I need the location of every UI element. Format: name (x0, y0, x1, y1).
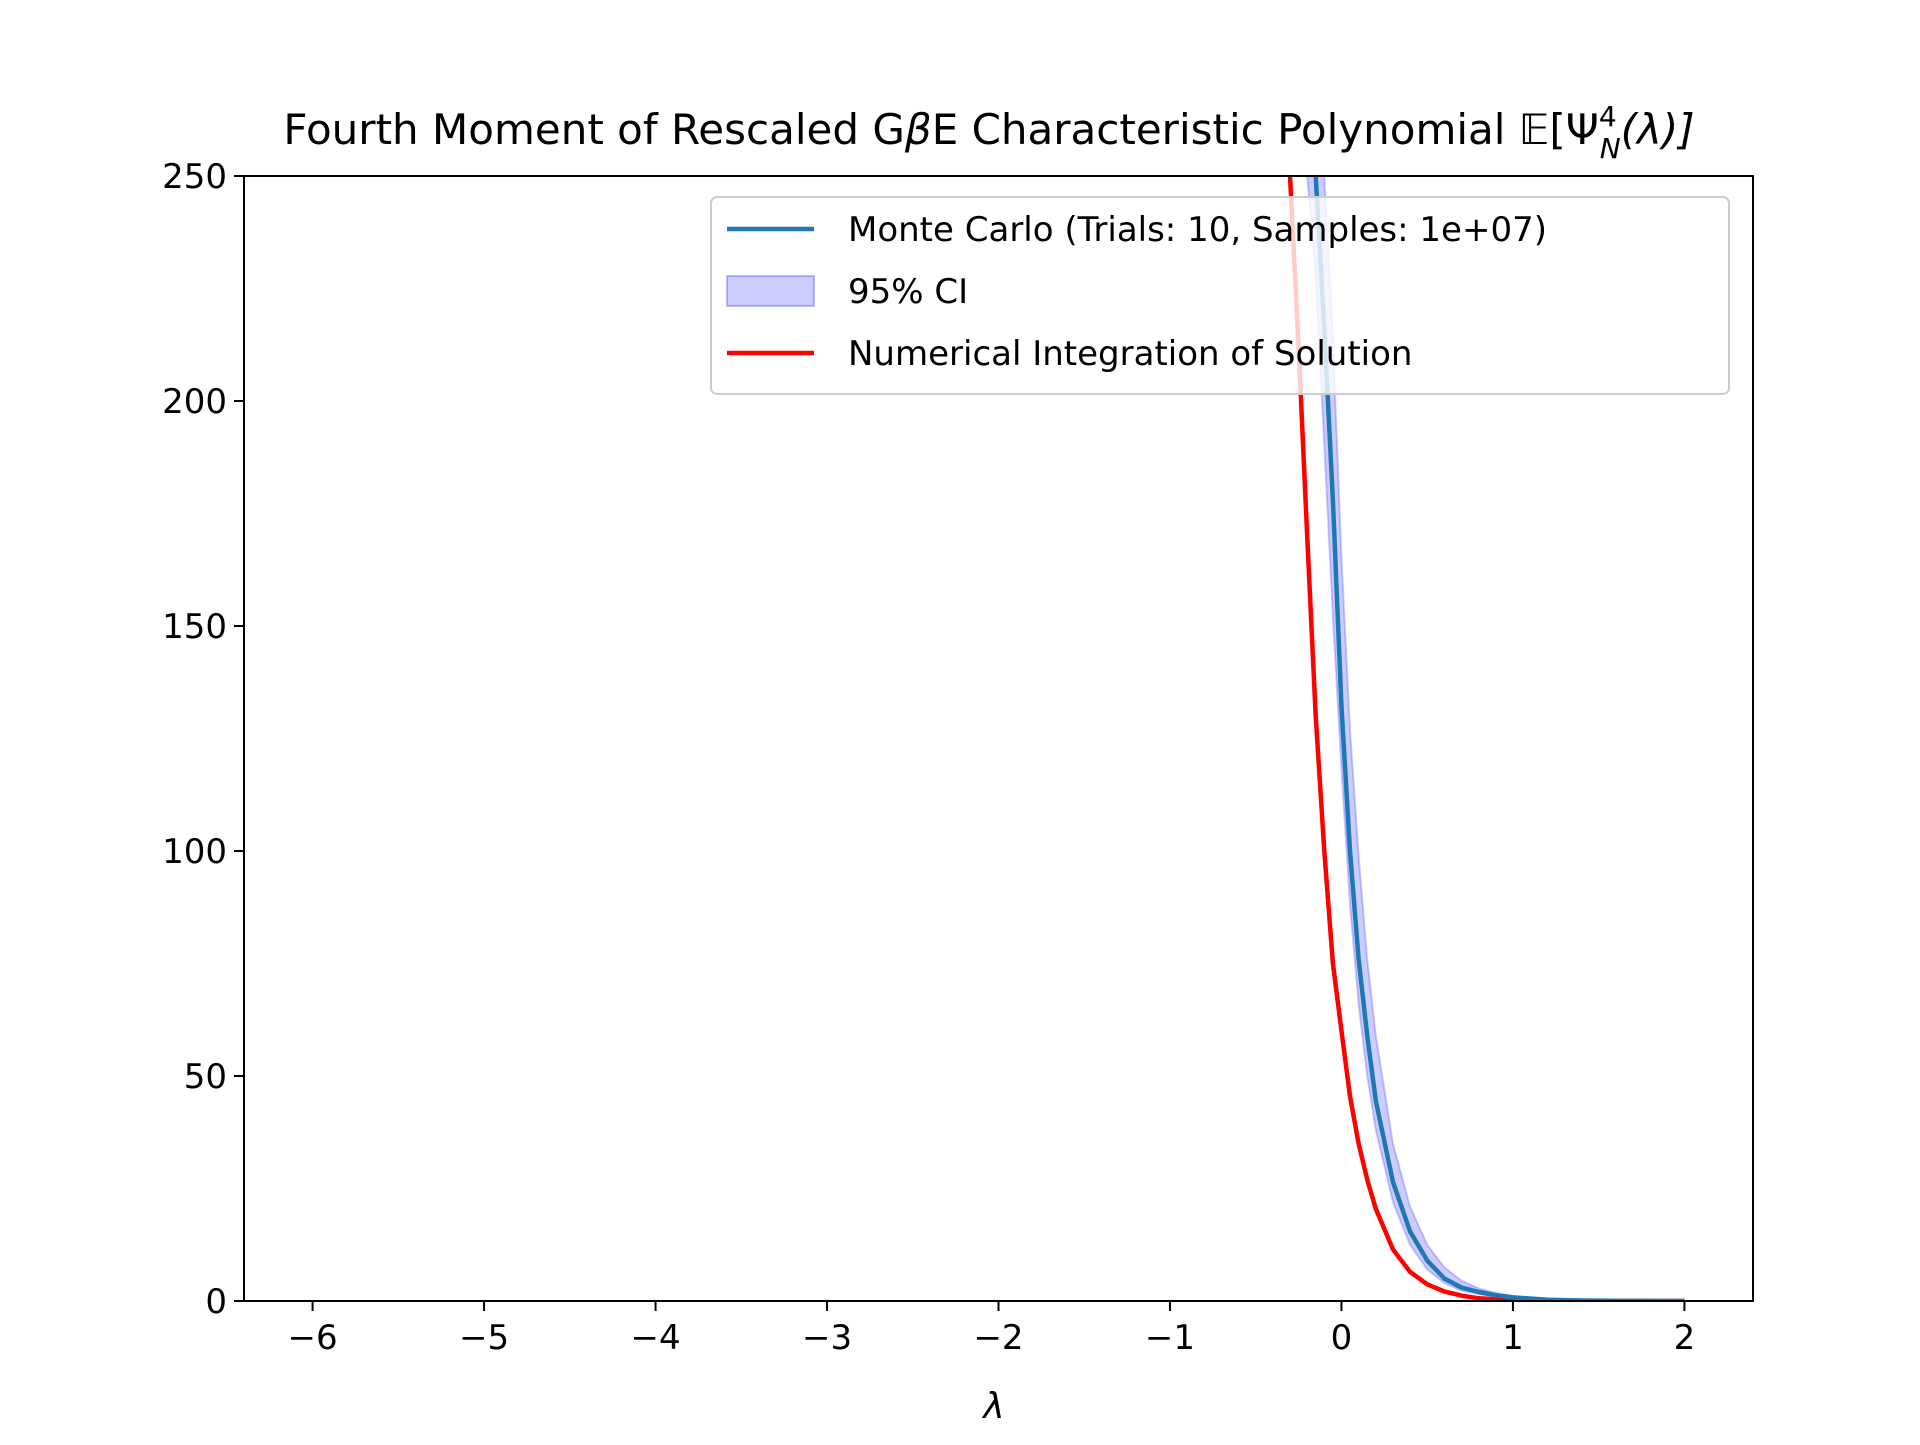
monte-carlo-line (1313, 176, 1685, 1301)
y-tick-label: 50 (184, 1057, 227, 1097)
y-tick-label: 250 (162, 157, 227, 197)
legend-swatch-ci (726, 275, 815, 307)
ci-band (1306, 176, 1685, 1301)
chart-title: Fourth Moment of Rescaled GβE Characteri… (283, 100, 1694, 165)
x-tick-label: −4 (630, 1318, 680, 1358)
y-tick-label: 200 (162, 382, 227, 422)
x-tick-label: 2 (1674, 1318, 1696, 1358)
x-tick-label: −5 (459, 1318, 509, 1358)
legend-label-numerical: Numerical Integration of Solution (848, 334, 1412, 374)
ci-band-layer (1306, 176, 1685, 1301)
x-tick-label: −1 (1145, 1318, 1195, 1358)
legend-box (710, 196, 1730, 395)
x-tick-label: 0 (1331, 1318, 1353, 1358)
x-tick-label: −2 (973, 1318, 1023, 1358)
y-tick-label: 150 (162, 607, 227, 647)
x-tick-label: −3 (802, 1318, 852, 1358)
y-tick-label: 100 (162, 832, 227, 872)
x-tick-label: −6 (288, 1318, 338, 1358)
legend-label-ci: 95% CI (848, 272, 968, 312)
legend-label-monte-carlo: Monte Carlo (Trials: 10, Samples: 1e+07) (848, 210, 1547, 250)
legend: Monte Carlo (Trials: 10, Samples: 1e+07)… (710, 196, 1730, 395)
y-axis: 0 50 100 150 200 250 (162, 157, 244, 1322)
x-axis: −6 −5 −4 −3 −2 −1 0 1 2 (288, 1301, 1696, 1358)
x-tick-label: 1 (1502, 1318, 1524, 1358)
y-tick-label: 0 (205, 1282, 227, 1322)
x-axis-label: λ (981, 1386, 1004, 1427)
